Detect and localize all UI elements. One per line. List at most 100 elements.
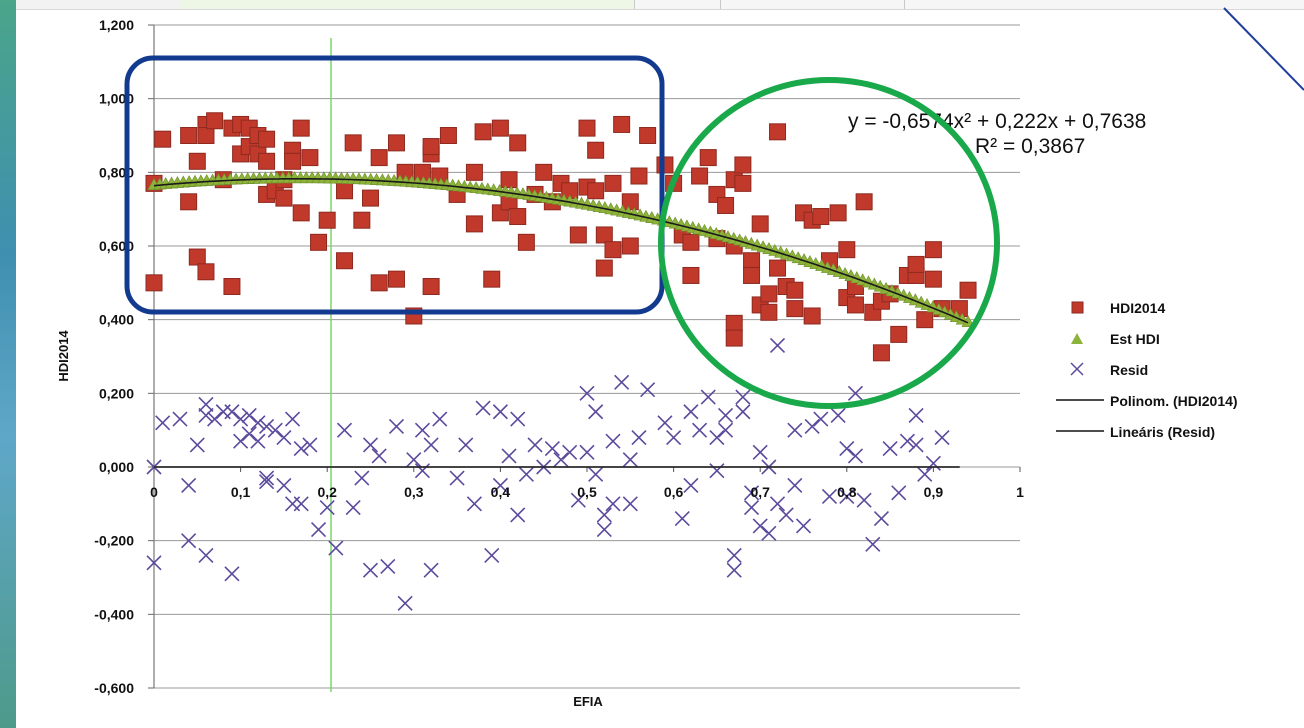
x-tick-label: 0,8 [837, 484, 857, 500]
resid-point [873, 511, 890, 527]
resid-point [250, 415, 266, 431]
resid-point [709, 429, 725, 446]
hdi2014-point [206, 112, 224, 130]
resid-point [622, 496, 638, 512]
resid-point [310, 522, 327, 538]
hdi2014-point [786, 281, 804, 299]
hdi2014-point [336, 182, 354, 200]
hdi2014-point [734, 174, 752, 192]
legend-label-est-hdi: Est HDI [1110, 331, 1160, 347]
resid-point [362, 437, 379, 453]
hdi2014-point [569, 226, 587, 244]
hdi2014-point [769, 259, 787, 277]
hdi2014-point [344, 134, 362, 152]
resid-point [423, 437, 439, 453]
hdi2014-point [760, 303, 778, 321]
resid-point [276, 477, 292, 493]
x-tick-label: 0,2 [317, 484, 337, 500]
hdi2014-point [258, 152, 276, 170]
hdi2014-point [154, 130, 172, 148]
y-tick-label: -0,400 [94, 606, 134, 622]
resid-point [778, 507, 794, 523]
hdi2014-point [197, 127, 215, 144]
hdi2014-point [535, 163, 553, 181]
resid-point [605, 496, 621, 512]
resid-point [146, 555, 162, 571]
resid-point [735, 389, 751, 405]
resid-point [752, 444, 768, 460]
resid-point [354, 470, 370, 486]
resid-point [847, 448, 864, 464]
resid-point [397, 595, 413, 611]
hdi2014-point [284, 152, 302, 170]
hdi2014-point [474, 123, 492, 141]
legend-marker-triangle [1071, 333, 1083, 344]
hdi2014-point [197, 263, 215, 281]
hdi2014-point [362, 189, 379, 207]
x-tick-label: 1 [1016, 484, 1024, 500]
hdi2014-point [439, 127, 457, 144]
hdi2014-point [656, 156, 674, 174]
resid-point [605, 433, 621, 449]
legend-item-hdi2014: HDI2014 [1071, 300, 1165, 316]
y-tick-label: -0,600 [94, 680, 134, 696]
resid-point [934, 429, 950, 446]
hdi2014-point [699, 149, 717, 167]
resid-point [241, 426, 257, 442]
resid-point [743, 485, 760, 501]
hdi2014-point [587, 182, 605, 200]
hdi2014-point [855, 193, 873, 211]
trendline-r-squared: R² = 0,3867 [975, 135, 1085, 158]
resid-point [743, 499, 760, 516]
hdi2014-point [509, 134, 527, 152]
resid-point [371, 448, 387, 464]
resid-point [336, 422, 353, 438]
resid-point [181, 533, 197, 549]
hdi2014-point [691, 167, 709, 185]
hdi2014-point [613, 115, 631, 133]
resid-point [821, 488, 838, 505]
hdi2014-point [180, 127, 198, 144]
resid-point [155, 415, 171, 431]
hdi2014-point [465, 215, 483, 233]
resid-point [553, 452, 569, 468]
resid-point [215, 404, 231, 420]
resid-point [293, 441, 309, 457]
hdi2014-point [838, 241, 856, 259]
resid-point [769, 337, 786, 354]
legend-label-hdi2014: HDI2014 [1110, 300, 1165, 316]
resid-point [492, 477, 508, 493]
resid-point [259, 470, 275, 486]
hdi2014-point [595, 226, 613, 244]
hdi2014-point [916, 311, 934, 329]
resid-point [388, 418, 405, 435]
resid-point [562, 444, 578, 460]
hdi2014-point [587, 141, 605, 159]
resid-point [198, 396, 214, 412]
x-tick-label: 0,6 [664, 484, 684, 500]
hdi2014-point [483, 270, 501, 288]
hdi2014-point [630, 167, 648, 185]
hdi2014-point [743, 266, 761, 284]
header-cell [634, 0, 721, 9]
resid-point [224, 404, 240, 420]
hdi2014-point [595, 259, 613, 277]
resid-point [518, 466, 534, 482]
hdi2014-point [717, 196, 735, 214]
hdi2014-point [145, 274, 163, 292]
resid-point [830, 407, 846, 423]
legend-marker-square [1071, 301, 1084, 314]
resid-point [259, 418, 275, 435]
resid-point [293, 496, 309, 512]
legend-label-linearis: Lineáris (Resid) [1110, 424, 1215, 440]
resid-point [189, 437, 205, 453]
hdi2014-point [223, 278, 241, 296]
series-resid [146, 337, 950, 611]
resid-point [406, 452, 422, 468]
hdi2014-point [890, 325, 908, 343]
hdi2014-point [924, 241, 942, 259]
y-tick-label: 0,000 [99, 459, 134, 475]
resid-point [284, 496, 301, 512]
resid-point [380, 558, 396, 575]
